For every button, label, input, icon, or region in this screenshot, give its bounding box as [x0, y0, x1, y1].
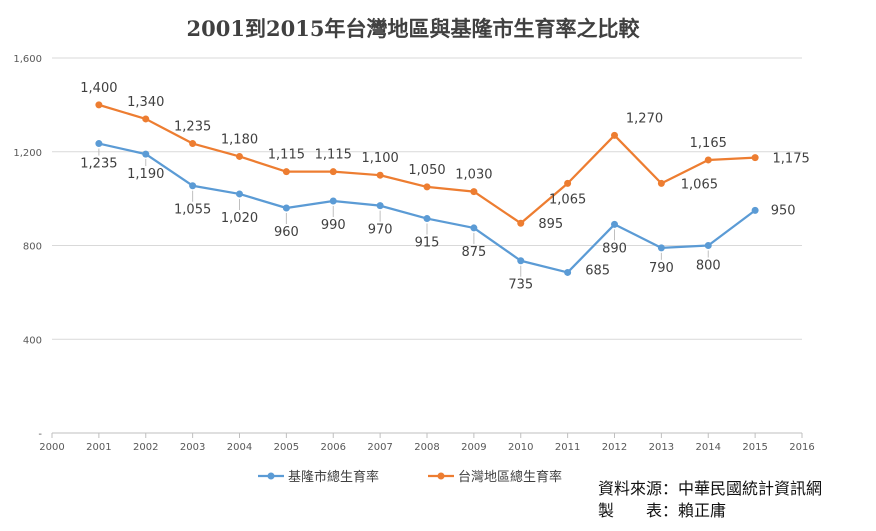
legend-label: 台灣地區總生育率	[458, 469, 562, 485]
data-label: 1,165	[690, 136, 727, 151]
y-tick-label: 400	[23, 335, 42, 346]
x-tick-label: 2010	[508, 442, 533, 453]
data-label: 895	[538, 217, 563, 232]
data-label: 970	[368, 223, 393, 238]
data-point	[282, 168, 290, 176]
data-labels: 1,235 1,400 1,190 1,340 1,055 1,235 1,020 1,180…	[80, 81, 809, 293]
x-tick-label: 2011	[555, 442, 580, 453]
gridlines	[52, 57, 802, 434]
data-label: 1,400	[80, 81, 117, 96]
legend-label: 基隆市總生育率	[288, 469, 379, 485]
data-point	[704, 156, 712, 164]
data-label: 1,235	[174, 120, 211, 135]
data-point	[564, 268, 572, 276]
data-label: 1,235	[80, 157, 117, 172]
data-point	[95, 140, 103, 148]
data-point	[329, 197, 337, 205]
x-tick-label: 2001	[86, 442, 111, 453]
data-point	[517, 257, 525, 265]
author-credit: 製 表：賴正庸	[598, 501, 726, 520]
data-point	[611, 131, 618, 139]
data-label: 735	[508, 278, 533, 293]
x-tick-label: 2013	[649, 442, 674, 453]
y-tick-label: 1,200	[13, 148, 42, 159]
data-label: 800	[696, 259, 721, 274]
x-tick-label: 2007	[367, 442, 392, 453]
data-point	[376, 202, 384, 210]
data-label: 1,055	[174, 203, 211, 218]
data-point	[329, 168, 337, 176]
x-tick-label: 2009	[461, 442, 486, 453]
data-point	[751, 154, 759, 162]
data-point	[470, 188, 478, 196]
data-label: 915	[415, 236, 440, 251]
data-label: 1,270	[626, 111, 663, 126]
data-label: 990	[321, 218, 346, 233]
x-tick-label: 2006	[321, 442, 346, 453]
data-point	[142, 150, 150, 158]
legend-marker	[267, 472, 275, 480]
legend-marker	[437, 472, 445, 480]
x-tick-label: 2015	[742, 442, 767, 453]
x-tick-label: 2012	[602, 442, 627, 453]
series-layer	[95, 101, 759, 276]
data-point	[704, 242, 712, 249]
data-point	[657, 244, 665, 252]
x-tick-label: 2005	[274, 442, 299, 453]
data-point	[142, 115, 150, 123]
data-label: 1,340	[127, 95, 164, 110]
data-label: 950	[771, 203, 796, 218]
y-tick-label: 1,600	[13, 54, 42, 65]
data-label: 1,020	[221, 211, 258, 226]
data-label: 1,065	[549, 192, 586, 207]
data-label: 1,175	[773, 152, 810, 167]
data-label: 1,115	[315, 148, 352, 163]
x-tick-label: 2000	[39, 442, 64, 453]
y-tick-label: 800	[23, 242, 42, 253]
data-point	[517, 219, 525, 227]
data-point	[423, 183, 431, 191]
x-tick-label: 2016	[789, 442, 814, 453]
data-label: 1,100	[362, 151, 399, 166]
data-label: 1,050	[408, 163, 445, 178]
data-label: 875	[461, 245, 486, 260]
data-label: 1,115	[268, 148, 305, 163]
source-credit: 資料來源：中華民國統計資訊網	[598, 479, 822, 498]
data-point	[657, 179, 665, 187]
data-label: 790	[649, 261, 674, 276]
x-tick-label: 2002	[133, 442, 158, 453]
data-label: 890	[602, 241, 627, 256]
data-point	[236, 190, 243, 198]
data-point	[751, 206, 759, 214]
data-point	[611, 220, 618, 228]
data-point	[376, 171, 384, 179]
x-tick-label: 2008	[414, 442, 439, 453]
data-point	[189, 182, 197, 190]
data-label: 1,065	[681, 177, 718, 192]
data-point	[470, 224, 478, 232]
x-tick-label: 2004	[227, 442, 252, 453]
data-label: 1,030	[455, 168, 492, 183]
data-point	[282, 204, 290, 212]
y-tick-label: -	[38, 429, 42, 440]
x-tick-label: 2003	[180, 442, 205, 453]
data-point	[423, 215, 431, 223]
chart-title: 2001到2015年台灣地區與基隆市生育率之比較	[187, 16, 641, 41]
legend: 基隆市總生育率 台灣地區總生育率	[258, 469, 562, 485]
data-point	[95, 101, 103, 109]
data-point	[236, 152, 243, 160]
data-label: 960	[274, 225, 299, 240]
axes: - 400 800 1,200 1,600 2000 2001 2002 2003 2004 200…	[13, 54, 814, 453]
data-label: 685	[585, 263, 610, 278]
data-label: 1,180	[221, 132, 258, 147]
x-tick-label: 2014	[696, 442, 721, 453]
data-point	[564, 179, 572, 187]
data-point	[189, 140, 197, 148]
data-label: 1,190	[127, 167, 164, 182]
